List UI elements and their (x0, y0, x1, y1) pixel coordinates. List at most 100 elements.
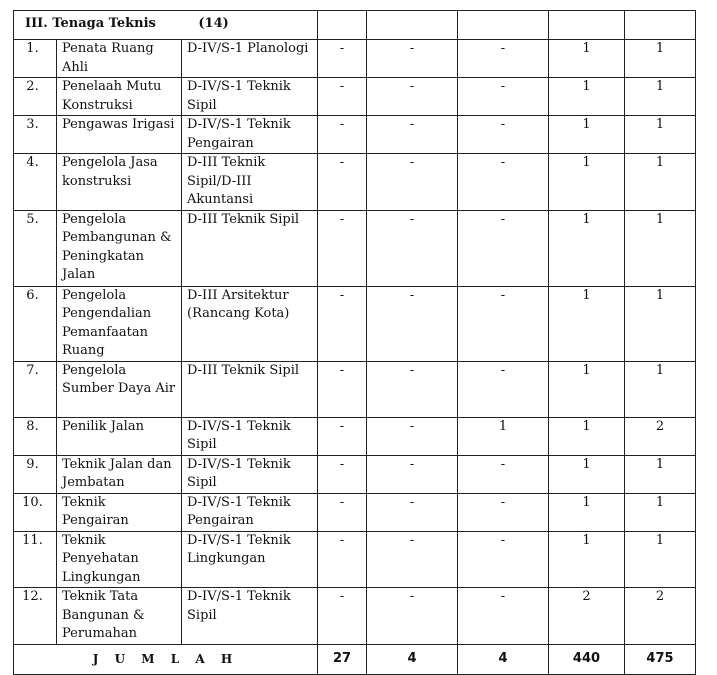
count-3: - (457, 492, 549, 532)
count-2: - (366, 416, 458, 456)
row-number: 3. (13, 115, 57, 154)
count-3: - (457, 77, 549, 116)
count-total: 1 (624, 360, 696, 418)
count-1: - (317, 360, 367, 418)
count-4: 1 (548, 360, 625, 418)
table-row: 11. Teknik Penyehatan Lingkungan D-IV/S-1 … (13, 530, 696, 588)
row-number: 7. (13, 360, 57, 418)
count-4: 1 (548, 39, 625, 78)
count-1: - (317, 209, 367, 287)
count-1: - (317, 285, 367, 362)
education: D-IV/S-1 Teknik Sipil (181, 587, 318, 645)
total-c3: 4 (457, 644, 549, 675)
total-c4: 440 (548, 644, 625, 675)
total-row: J U M L A H 27 4 4 440 475 (13, 644, 696, 675)
count-1: - (317, 115, 367, 154)
table-row: 8. Penilik Jalan D-IV/S-1 Teknik Sipil - -1 1… (13, 416, 696, 456)
count-4: 1 (548, 77, 625, 116)
table-row: 9. Teknik Jalan dan Jembatan D-IV/S-1 Tekn… (13, 454, 696, 494)
table-row: 1. Penata Ruang Ahli D-IV/S-1 Planologi - - -… (13, 39, 696, 78)
section-title: III. Tenaga Teknis (14) (13, 10, 318, 40)
count-3: - (457, 39, 549, 78)
count-3: - (457, 285, 549, 362)
count-4: 1 (548, 492, 625, 532)
count-4: 1 (548, 454, 625, 494)
row-number: 2. (13, 77, 57, 116)
count-1: - (317, 77, 367, 116)
count-1: - (317, 153, 367, 211)
count-2: - (366, 530, 458, 588)
count-4: 1 (548, 115, 625, 154)
row-number: 5. (13, 209, 57, 287)
count-total: 1 (624, 492, 696, 532)
count-total: 1 (624, 209, 696, 287)
position-name: Teknik Penyehatan Lingkungan (56, 530, 182, 588)
position-name: Pengelola Jasa konstruksi (56, 153, 182, 211)
count-total: 1 (624, 530, 696, 588)
count-2: - (366, 587, 458, 645)
count-2: - (366, 153, 458, 211)
total-c1: 27 (317, 644, 367, 675)
position-name: Pengawas Irigasi (56, 115, 182, 154)
section-header-row: III. Tenaga Teknis (14) (13, 10, 696, 40)
count-4: 1 (548, 530, 625, 588)
count-1: - (317, 454, 367, 494)
count-2: - (366, 360, 458, 418)
table-row: 6. Pengelola Pengendalian Pemanfaatan Rua… (13, 285, 696, 362)
position-name: Penelaah Mutu Konstruksi (56, 77, 182, 116)
count-total: 1 (624, 454, 696, 494)
row-number: 6. (13, 285, 57, 362)
count-2: - (366, 77, 458, 116)
education: D-III Teknik Sipil/D-III Akuntansi (181, 153, 318, 211)
total-label: J U M L A H (13, 644, 318, 675)
education: D-IV/S-1 Teknik Lingkungan (181, 530, 318, 588)
education: D-III Teknik Sipil (181, 209, 318, 287)
row-number: 8. (13, 416, 57, 456)
education: D-IV/S-1 Teknik Sipil (181, 454, 318, 494)
count-1: - (317, 530, 367, 588)
count-total: 2 (624, 416, 696, 456)
count-total: 2 (624, 587, 696, 645)
count-3: - (457, 587, 549, 645)
count-2: - (366, 454, 458, 494)
count-total: 1 (624, 285, 696, 362)
count-4: 1 (548, 285, 625, 362)
count-3: - (457, 209, 549, 287)
count-1: - (317, 587, 367, 645)
row-number: 12. (13, 587, 57, 645)
count-3: 1 (457, 416, 549, 456)
position-name: Teknik Tata Bangunan & Perumahan (56, 587, 182, 645)
count-3: - (457, 530, 549, 588)
position-name: Pengelola Pembangunan & Peningkatan Jala… (56, 209, 182, 287)
position-name: Teknik Pengairan (56, 492, 182, 532)
count-2: - (366, 39, 458, 78)
count-3: - (457, 454, 549, 494)
table-row: 7. Pengelola Sumber Daya Air D-III Teknik … (13, 360, 696, 418)
count-4: 1 (548, 153, 625, 211)
count-1: - (317, 416, 367, 456)
count-2: - (366, 115, 458, 154)
count-total: 1 (624, 115, 696, 154)
count-3: - (457, 360, 549, 418)
row-number: 9. (13, 454, 57, 494)
education: D-IV/S-1 Teknik Pengairan (181, 492, 318, 532)
section-count: (14) (198, 16, 229, 31)
count-3: - (457, 153, 549, 211)
education: D-III Arsitektur (Rancang Kota) (181, 285, 318, 362)
count-2: - (366, 492, 458, 532)
count-2: - (366, 285, 458, 362)
count-4: 2 (548, 587, 625, 645)
position-name: Pengelola Sumber Daya Air (56, 360, 182, 418)
row-number: 10. (13, 492, 57, 532)
row-number: 4. (13, 153, 57, 211)
position-name: Teknik Jalan dan Jembatan (56, 454, 182, 494)
count-total: 1 (624, 39, 696, 78)
count-2: - (366, 209, 458, 287)
table-row: 10. Teknik Pengairan D-IV/S-1 Teknik Penga… (13, 492, 696, 532)
total-c5: 475 (624, 644, 696, 675)
table-row: 12. Teknik Tata Bangunan & Perumahan D-IV/… (13, 587, 696, 645)
table-row: 3. Pengawas Irigasi D-IV/S-1 Teknik Pengai… (13, 115, 696, 154)
count-4: 1 (548, 416, 625, 456)
education: D-IV/S-1 Teknik Pengairan (181, 115, 318, 154)
count-3: - (457, 115, 549, 154)
